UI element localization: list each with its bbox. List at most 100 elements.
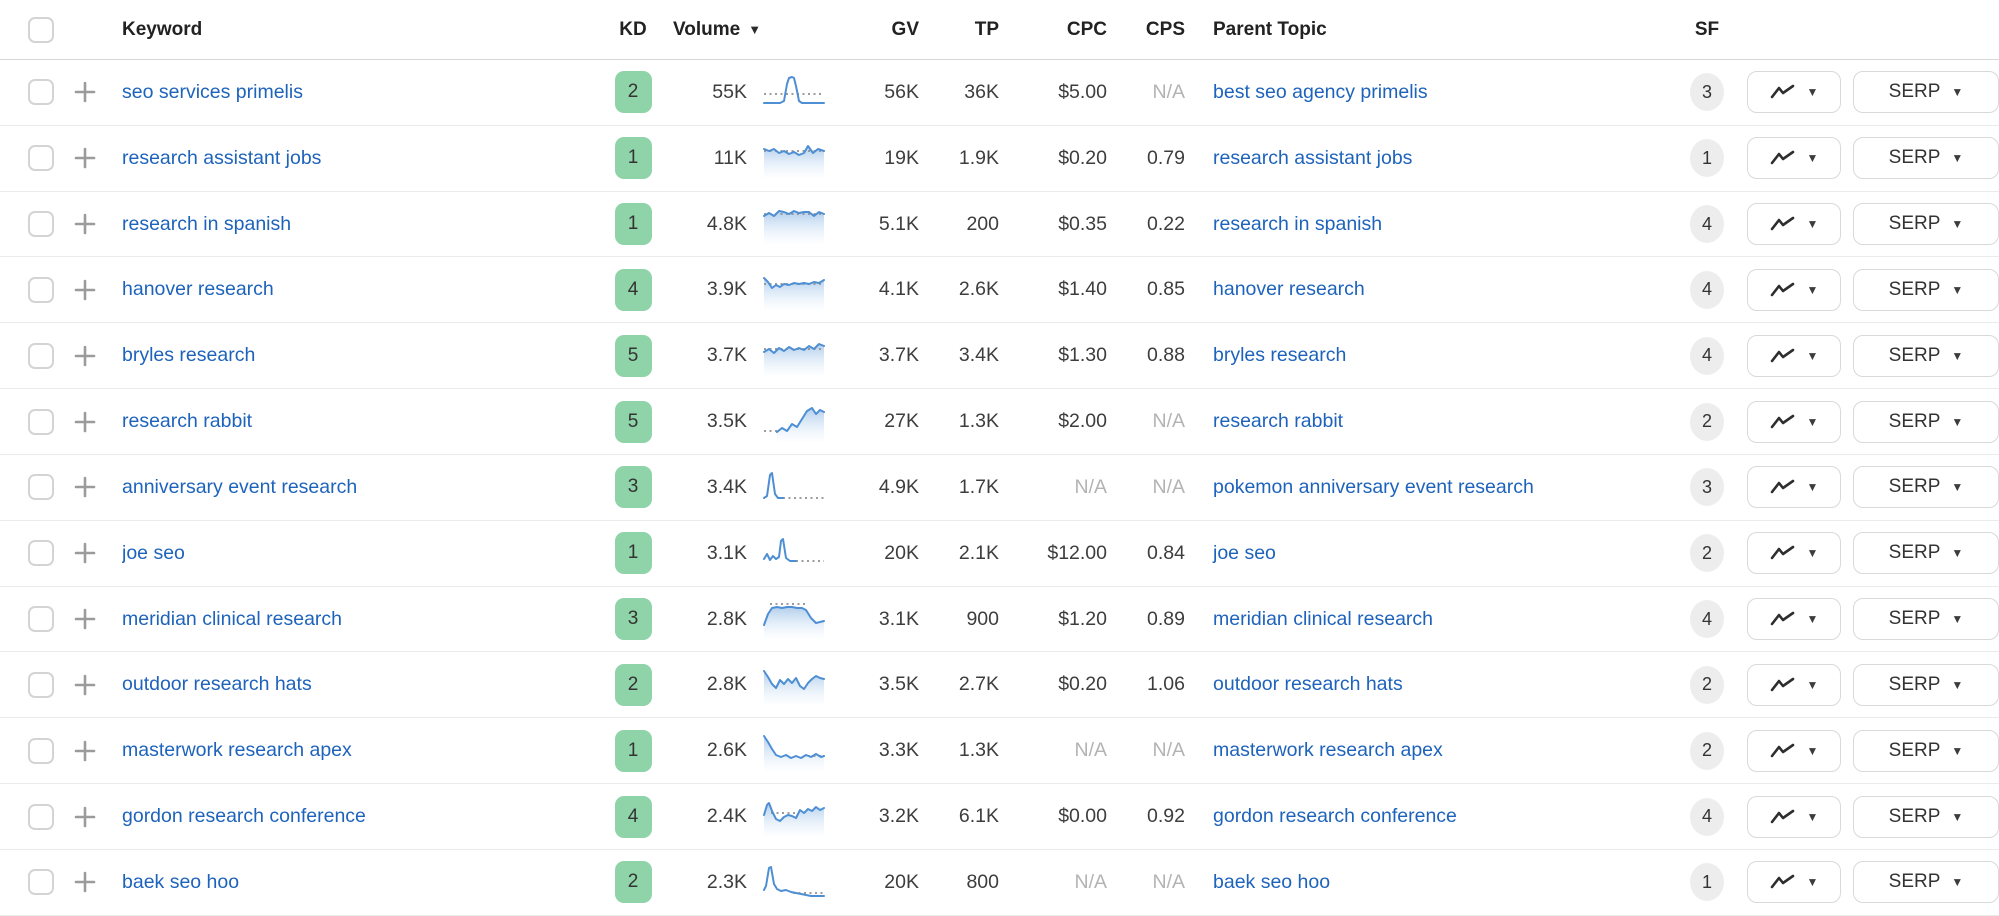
- add-keyword-icon[interactable]: [74, 871, 96, 893]
- cps-value: 0.89: [1147, 607, 1185, 630]
- row-checkbox[interactable]: [28, 869, 54, 896]
- row-checkbox[interactable]: [28, 342, 54, 369]
- keyword-link[interactable]: baek seo hoo: [122, 870, 240, 893]
- parent-topic-link[interactable]: outdoor research hats: [1213, 673, 1403, 696]
- column-header-cps[interactable]: CPS: [1145, 18, 1185, 40]
- parent-topic-link[interactable]: bryles research: [1213, 344, 1347, 367]
- parent-topic-link[interactable]: research assistant jobs: [1213, 146, 1413, 169]
- add-keyword-icon[interactable]: [74, 279, 96, 301]
- trend-chart-button[interactable]: ▼: [1747, 795, 1841, 838]
- add-keyword-icon[interactable]: [74, 213, 96, 235]
- chevron-down-icon: ▼: [1951, 151, 1964, 166]
- parent-topic-link[interactable]: baek seo hoo: [1213, 870, 1331, 893]
- add-keyword-icon[interactable]: [74, 345, 96, 367]
- row-checkbox[interactable]: [28, 408, 54, 435]
- row-checkbox[interactable]: [28, 803, 54, 830]
- row-checkbox[interactable]: [28, 145, 54, 172]
- tp-value: 1.3K: [958, 410, 999, 433]
- serp-button[interactable]: SERP ▼: [1853, 663, 1999, 706]
- serp-button[interactable]: SERP ▼: [1853, 71, 1999, 114]
- gv-value: 4.9K: [878, 475, 919, 498]
- add-keyword-icon[interactable]: [74, 740, 96, 762]
- add-keyword-icon[interactable]: [74, 674, 96, 696]
- column-header-gv[interactable]: GV: [891, 18, 919, 40]
- serp-button[interactable]: SERP ▼: [1853, 598, 1999, 641]
- serp-button[interactable]: SERP ▼: [1853, 137, 1999, 180]
- trend-chart-button[interactable]: ▼: [1747, 532, 1841, 575]
- row-checkbox[interactable]: [28, 540, 54, 567]
- keyword-link[interactable]: gordon research conference: [122, 805, 366, 828]
- row-checkbox[interactable]: [28, 606, 54, 633]
- trend-chart-button[interactable]: ▼: [1747, 729, 1841, 772]
- trend-chart-button[interactable]: ▼: [1747, 466, 1841, 509]
- trend-chart-button[interactable]: ▼: [1747, 268, 1841, 311]
- sf-badge: 4: [1690, 205, 1724, 244]
- serp-button[interactable]: SERP ▼: [1853, 532, 1999, 575]
- keyword-link[interactable]: anniversary event research: [122, 475, 358, 498]
- keyword-link[interactable]: joe seo: [122, 541, 185, 564]
- cps-value: 1.06: [1147, 673, 1185, 696]
- tp-value: 2.1K: [958, 541, 999, 564]
- add-keyword-icon[interactable]: [74, 411, 96, 433]
- trend-chart-button[interactable]: ▼: [1747, 663, 1841, 706]
- parent-topic-link[interactable]: meridian clinical research: [1213, 607, 1434, 630]
- parent-topic-link[interactable]: gordon research conference: [1213, 805, 1457, 828]
- parent-topic-link[interactable]: pokemon anniversary event research: [1213, 475, 1534, 498]
- serp-button[interactable]: SERP ▼: [1853, 861, 1999, 904]
- add-keyword-icon[interactable]: [74, 81, 96, 103]
- select-all-checkbox[interactable]: [28, 16, 54, 43]
- column-header-cpc[interactable]: CPC: [1066, 18, 1107, 40]
- trend-chart-button[interactable]: ▼: [1747, 861, 1841, 904]
- trend-chart-button[interactable]: ▼: [1747, 400, 1841, 443]
- column-header-tp[interactable]: TP: [974, 18, 999, 40]
- keyword-link[interactable]: seo services primelis: [122, 80, 303, 103]
- serp-button[interactable]: SERP ▼: [1853, 268, 1999, 311]
- parent-topic-link[interactable]: research rabbit: [1213, 410, 1344, 433]
- trend-chart-button[interactable]: ▼: [1747, 203, 1841, 246]
- parent-topic-link[interactable]: research in spanish: [1213, 212, 1383, 235]
- serp-button[interactable]: SERP ▼: [1853, 400, 1999, 443]
- kd-badge: 1: [614, 532, 652, 575]
- add-keyword-icon[interactable]: [74, 608, 96, 630]
- trend-chart-button[interactable]: ▼: [1747, 598, 1841, 641]
- parent-topic-link[interactable]: hanover research: [1213, 278, 1365, 301]
- keyword-link[interactable]: research in spanish: [122, 212, 292, 235]
- serp-button[interactable]: SERP ▼: [1853, 729, 1999, 772]
- trend-chart-button[interactable]: ▼: [1747, 334, 1841, 377]
- keyword-link[interactable]: meridian clinical research: [122, 607, 343, 630]
- serp-button[interactable]: SERP ▼: [1853, 334, 1999, 377]
- keyword-link[interactable]: research rabbit: [122, 410, 253, 433]
- keyword-link[interactable]: bryles research: [122, 344, 256, 367]
- column-header-volume[interactable]: Volume ▼: [655, 19, 841, 41]
- keyword-link[interactable]: masterwork research apex: [122, 739, 352, 762]
- serp-button[interactable]: SERP ▼: [1853, 466, 1999, 509]
- add-keyword-icon[interactable]: [74, 147, 96, 169]
- column-header-parent-topic[interactable]: Parent Topic: [1213, 18, 1327, 40]
- add-keyword-icon[interactable]: [74, 476, 96, 498]
- row-checkbox[interactable]: [28, 737, 54, 764]
- parent-topic-link[interactable]: best seo agency primelis: [1213, 80, 1428, 103]
- keyword-link[interactable]: outdoor research hats: [122, 673, 312, 696]
- chevron-down-icon: ▼: [1951, 677, 1964, 692]
- keyword-link[interactable]: research assistant jobs: [122, 146, 322, 169]
- parent-topic-link[interactable]: joe seo: [1213, 541, 1276, 564]
- column-header-sf[interactable]: SF: [1694, 18, 1720, 40]
- serp-button[interactable]: SERP ▼: [1853, 203, 1999, 246]
- row-checkbox[interactable]: [28, 474, 54, 501]
- column-header-kd[interactable]: KD: [619, 18, 647, 40]
- parent-topic-link[interactable]: masterwork research apex: [1213, 739, 1443, 762]
- cpc-value: $1.30: [1058, 344, 1107, 367]
- volume-value: 2.4K: [706, 805, 747, 828]
- row-checkbox[interactable]: [28, 79, 54, 106]
- serp-button[interactable]: SERP ▼: [1853, 795, 1999, 838]
- add-keyword-icon[interactable]: [74, 542, 96, 564]
- row-checkbox[interactable]: [28, 276, 54, 303]
- keyword-link[interactable]: hanover research: [122, 278, 274, 301]
- trend-chart-button[interactable]: ▼: [1747, 71, 1841, 114]
- row-checkbox[interactable]: [28, 211, 54, 238]
- column-header-keyword[interactable]: Keyword: [122, 18, 203, 40]
- kd-badge: 2: [614, 71, 652, 114]
- trend-chart-button[interactable]: ▼: [1747, 137, 1841, 180]
- add-keyword-icon[interactable]: [74, 806, 96, 828]
- row-checkbox[interactable]: [28, 671, 54, 698]
